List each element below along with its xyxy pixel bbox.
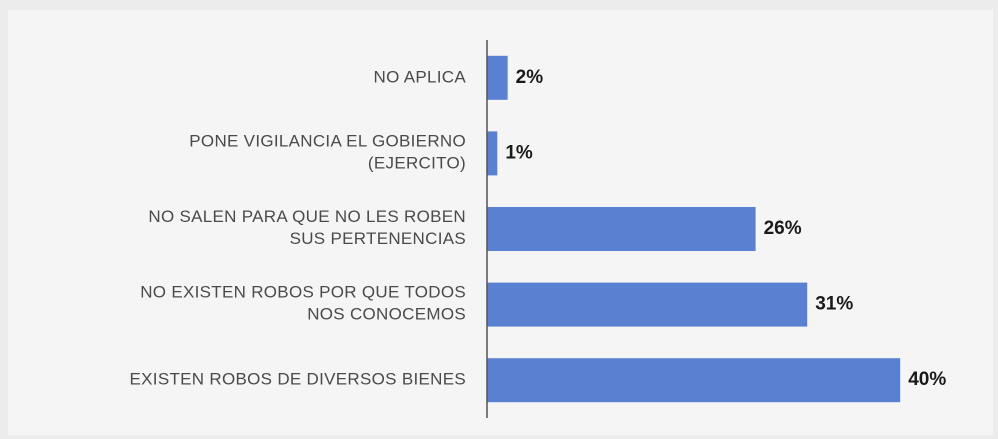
value-label: 1% xyxy=(505,142,533,163)
bar xyxy=(487,131,498,176)
bar xyxy=(487,55,508,100)
category-label: EXISTEN ROBOS DE DIVERSOS BIENES xyxy=(130,370,466,389)
category-label: PONE VIGILANCIA EL GOBIERNO (EJERCITO) xyxy=(189,132,466,173)
category-label: NO SALEN PARA QUE NO LES ROBEN SUS PERTEN… xyxy=(148,207,466,248)
value-label: 26% xyxy=(764,218,802,239)
category-label: NO EXISTEN ROBOS POR QUE TODOS NOS CONOCE… xyxy=(140,283,466,324)
bar xyxy=(487,282,808,327)
value-label: 40% xyxy=(908,369,946,390)
bar xyxy=(487,207,756,251)
category-label: NO APLICA xyxy=(374,67,467,86)
bar xyxy=(487,358,901,403)
value-label: 31% xyxy=(815,294,853,315)
value-label: 2% xyxy=(516,67,544,88)
